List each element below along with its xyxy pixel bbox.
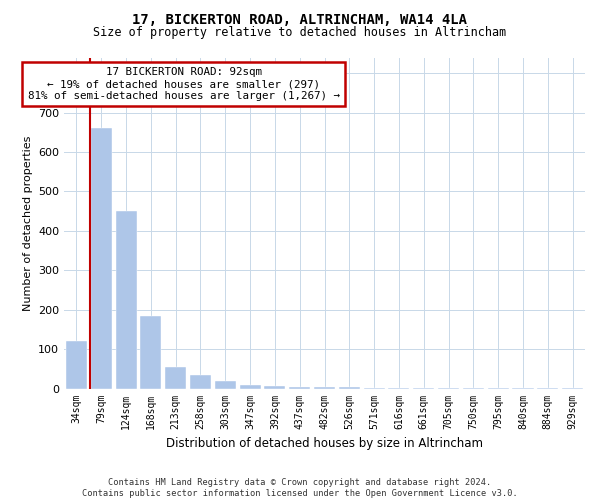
Bar (314, 387, 335, 388)
Bar (239, 384, 260, 388)
Bar (165, 367, 186, 388)
Bar (140, 316, 161, 388)
X-axis label: Distribution of detached houses by size in Altrincham: Distribution of detached houses by size … (166, 437, 483, 450)
Text: 17, BICKERTON ROAD, ALTRINCHAM, WA14 4LA: 17, BICKERTON ROAD, ALTRINCHAM, WA14 4LA (133, 12, 467, 26)
Text: 17 BICKERTON ROAD: 92sqm
← 19% of detached houses are smaller (297)
81% of semi-: 17 BICKERTON ROAD: 92sqm ← 19% of detach… (28, 68, 340, 100)
Bar (66, 342, 87, 388)
Text: Contains HM Land Registry data © Crown copyright and database right 2024.
Contai: Contains HM Land Registry data © Crown c… (82, 478, 518, 498)
Bar (190, 375, 211, 388)
Y-axis label: Number of detached properties: Number of detached properties (23, 136, 32, 310)
Text: Size of property relative to detached houses in Altrincham: Size of property relative to detached ho… (94, 26, 506, 39)
Bar (265, 386, 286, 388)
Bar (289, 386, 310, 388)
Bar (116, 211, 137, 388)
Bar (215, 382, 236, 388)
Bar (91, 128, 112, 388)
